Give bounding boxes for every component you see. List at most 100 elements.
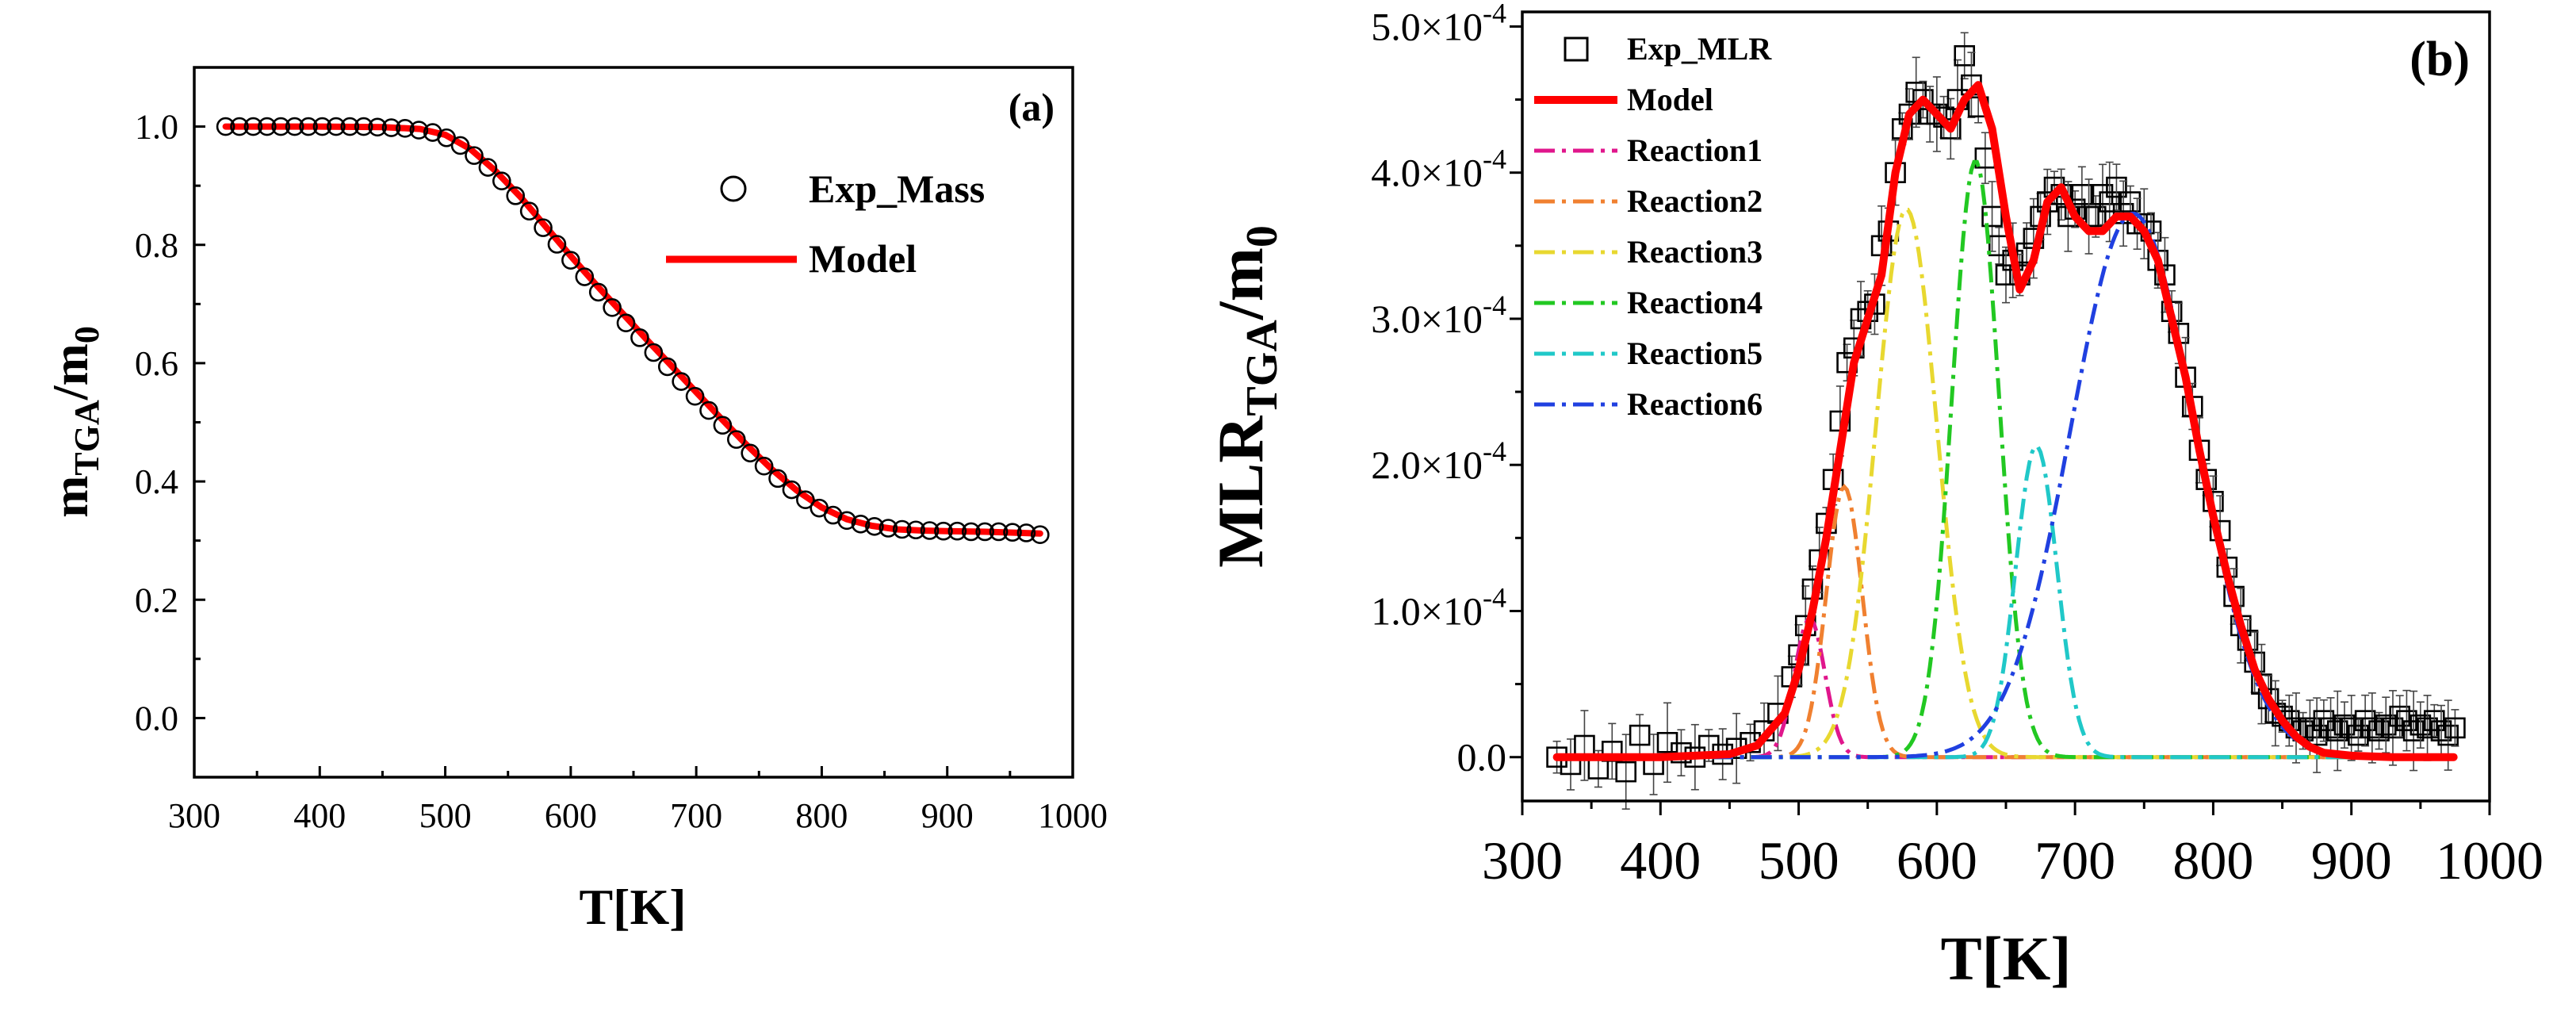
panel-b-exp-mlr-point [2402,720,2425,742]
panel-b: 300 400 500 600 700 800 900 1000 0.0 1.0×10-4 2.0… [1204,0,2543,993]
panel-b-legend-label: Reaction6 [1627,386,1763,422]
legend-exp-mass-marker [720,175,747,202]
panel-a-y-tick-label: 0.4 [135,462,178,501]
panel-b-y-tick-label: 2.0×10-4 [1371,435,1506,487]
panel-b-exp-mlr-point [2361,717,2383,739]
panel-a-exp-mass-point [478,158,498,177]
panel-a-plot-frame [193,66,1074,779]
panel-b-exp-mlr-point [2099,191,2121,213]
panel-a-exp-mass-point [465,146,484,165]
panel-a-exp-mass-point [271,117,291,136]
panel-a-exp-mass-point [437,128,456,148]
panel-b-legend-label: Reaction5 [1627,335,1763,371]
panel-a-exp-mass-point [644,343,664,362]
panel-b-exp-mlr-point [2382,717,2404,739]
panel-a-exp-mass-point [892,519,912,539]
panel-a-exp-mass-point [258,117,277,136]
panel-a-exp-mass-point [506,186,526,205]
panel-a-exp-mass-point [657,357,677,377]
panel-a-y-tick-label: 0.2 [135,581,178,619]
panel-b-x-tick-label: 600 [1897,830,1977,891]
panel-a-exp-mass-point [396,119,415,138]
panel-a-exp-mass-point [1031,525,1050,545]
panel-b-exp-mlr-point [2348,724,2369,746]
panel-b-exp-mlr-point [1926,103,1948,125]
panel-b-exp-mlr-point [2341,717,2363,739]
panel-a-y-axis-title: mTGA/m0 [42,326,106,518]
panel-a-y-tick-label: 0.0 [135,699,178,738]
panel-b-exp-mlr-point [1954,44,1976,67]
panel-b-exp-mlr-point [2417,717,2438,739]
panel-b-x-tick-label: 700 [2034,830,2115,891]
panel-b-legend-label: Reaction2 [1627,183,1763,219]
panel-a-exp-mass-point [630,328,649,347]
panel-b-y-ticks: 0.0 1.0×10-4 2.0×10-4 3.0×10-4 4.0×10-4 5.0×1… [1371,0,1522,780]
panel-a-exp-mass-point [616,313,636,333]
panel-b-exp-mlr-point [2437,724,2459,746]
panel-a-exp-mass-point [243,117,263,136]
panel-b-x-tick-label: 800 [2172,830,2253,891]
panel-a-exp-mass-point [865,516,884,536]
panel-a-exp-mass-point [741,443,760,463]
panel-a-exp-mass-point [381,118,401,137]
panel-b-reaction2-curve [1556,483,2455,760]
panel-a-x-ticks: 300 400 500 600 700 800 900 1000 [168,766,1108,835]
panel-b-y-tick-label: 5.0×10-4 [1371,0,1506,48]
panel-a-exp-mass-point [534,218,553,237]
legend-model-label: Model [809,236,917,281]
legend-exp-mass-label: Exp_Mass [809,167,985,211]
panel-a-exp-mass-point [837,511,856,531]
panel-b-exp-mlr-point [2368,720,2390,742]
panel-a-exp-mass-point [409,121,429,140]
panel-a-y-tick-label: 0.6 [135,344,178,383]
panel-b-exp-mlr-point [1615,761,1637,783]
panel-a-exp-mass-point [699,400,718,420]
panel-a-exp-mass-point [450,136,470,155]
panel-a-exp-mass-point [713,416,733,435]
panel-a-exp-mass-point [216,117,235,136]
panel-b-x-tick-label: 300 [1482,830,1563,891]
panel-a-exp-mass-point [989,522,1009,542]
panel-b-exp-mlr-point [1629,724,1651,746]
panel-a-exp-mass-point [588,282,608,302]
panel-b-label: (b) [2409,33,2470,86]
panel-b-legend-label: Model [1627,82,1713,117]
panel-b-x-tick-label: 500 [1759,830,1839,891]
panel-b-model-curve [1552,81,2458,761]
panel-a-exp-mass-point [1016,523,1036,542]
panel-a-exp-mass-point [575,267,595,286]
panel-b-x-tick-label: 1000 [2436,830,2543,891]
panel-a-exp-mass-point [340,117,360,136]
panel-b-legend: Exp_MLR Model Reaction1 Reaction2 Reaction3 R… [1534,31,1772,422]
panel-a-exp-mass-point [603,298,622,317]
panel-b-reaction5-curve [1556,444,2455,760]
panel-a: 300 400 500 600 700 800 900 1000 0.00.20.40.60.… [42,66,1108,935]
panel-b-x-axis-title: T[K] [1941,924,2072,993]
panel-a-exp-mass-point [519,201,539,221]
panel-b-exp-mlr-point [1912,89,1934,110]
panel-a-exp-mass-point [947,521,967,541]
panel-a-exp-mass-point [878,519,898,538]
panel-a-exp-mass-point [285,117,304,136]
panel-a-x-tick-label: 700 [670,796,722,835]
panel-a-label: (a) [1009,85,1055,129]
panel-a-y-tick-label: 1.0 [135,108,178,147]
panel-a-x-tick-label: 800 [795,796,848,835]
panel-b-exp-mlr-point [2409,714,2432,736]
panel-a-y-tick-label: 0.8 [135,226,178,265]
panel-b-exp-mlr-point [2299,717,2321,739]
panel-a-x-tick-label: 1000 [1038,796,1108,835]
panel-a-exp-mass-point [368,117,387,137]
panel-b-legend-label: Exp_MLR [1627,31,1772,67]
panel-b-exp-mlr-point [1981,205,2003,228]
panel-a-exp-mass-point [672,372,691,391]
panel-a-exp-mass-point [934,521,953,541]
panel-b-y-tick-label: 0.0 [1457,735,1507,780]
panel-b-plot-frame [1521,10,2491,803]
panel-a-exp-mass-point [492,171,511,190]
panel-a-legend: Exp_Mass Model [666,167,985,281]
panel-a-x-tick-label: 300 [168,796,220,835]
panel-a-y-ticks: 0.0 0.2 0.4 0.6 0.8 1.0 [135,108,205,738]
panel-b-y-tick-label: 4.0×10-4 [1371,144,1506,195]
